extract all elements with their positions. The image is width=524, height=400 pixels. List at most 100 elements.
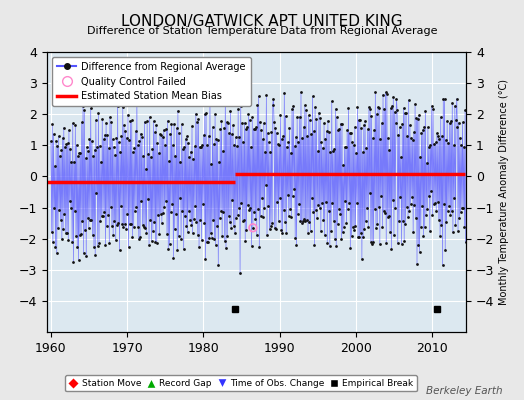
Point xyxy=(106,114,114,120)
Point xyxy=(451,103,459,109)
Text: Berkeley Earth: Berkeley Earth xyxy=(427,386,503,396)
Point xyxy=(118,104,127,110)
Point xyxy=(113,222,121,229)
Point xyxy=(118,221,126,227)
Point xyxy=(134,142,143,148)
Point xyxy=(378,120,386,126)
Point xyxy=(255,244,264,250)
Point xyxy=(70,158,78,165)
Point xyxy=(316,115,324,121)
Point xyxy=(213,223,221,230)
Point xyxy=(71,208,79,214)
Point xyxy=(368,135,377,142)
Point xyxy=(390,232,398,238)
Text: Difference of Station Temperature Data from Regional Average: Difference of Station Temperature Data f… xyxy=(87,26,437,36)
Point xyxy=(230,222,238,229)
Point xyxy=(60,124,68,131)
Point xyxy=(368,241,376,248)
Point xyxy=(296,218,304,224)
Point xyxy=(116,149,124,155)
Point xyxy=(192,219,201,226)
Point xyxy=(84,148,92,154)
Point xyxy=(359,234,367,241)
Point xyxy=(104,145,113,152)
Point xyxy=(366,106,375,112)
Point xyxy=(138,134,146,140)
Point xyxy=(385,147,394,153)
Point xyxy=(379,208,388,214)
Point xyxy=(261,182,270,188)
Point xyxy=(143,118,151,124)
Point xyxy=(152,240,161,246)
Point xyxy=(64,237,72,243)
Point xyxy=(414,242,422,248)
Point xyxy=(250,125,259,132)
Point xyxy=(66,198,74,204)
Point xyxy=(402,204,411,210)
Point xyxy=(181,213,189,219)
Point xyxy=(233,212,242,218)
Point xyxy=(115,139,123,146)
Point xyxy=(397,241,406,247)
Point xyxy=(242,227,250,233)
Point xyxy=(411,215,420,221)
Point xyxy=(110,144,118,150)
Point xyxy=(417,130,425,136)
Point xyxy=(282,143,291,150)
Point xyxy=(246,116,254,123)
Point xyxy=(101,242,110,248)
Point xyxy=(172,211,180,218)
Point xyxy=(88,138,96,144)
Point xyxy=(338,121,346,127)
Point xyxy=(244,111,253,117)
Point xyxy=(112,135,121,142)
Point xyxy=(72,142,81,148)
Point xyxy=(215,158,223,165)
Point xyxy=(209,124,217,130)
Point xyxy=(206,230,215,236)
Point xyxy=(75,150,83,156)
Point xyxy=(387,246,396,252)
Point xyxy=(146,114,154,120)
Point xyxy=(119,224,128,230)
Point xyxy=(320,120,328,126)
Point xyxy=(342,143,350,150)
Point xyxy=(436,114,445,120)
Point xyxy=(444,207,452,214)
Point xyxy=(135,236,143,242)
Point xyxy=(173,108,182,114)
Point xyxy=(407,201,415,207)
Point xyxy=(352,150,361,156)
Point xyxy=(155,150,163,156)
Point xyxy=(335,126,344,132)
Point xyxy=(190,216,198,222)
Point xyxy=(418,203,427,210)
Point xyxy=(114,220,123,226)
Point xyxy=(310,128,318,134)
Point xyxy=(83,144,91,150)
Point xyxy=(54,133,63,139)
Point xyxy=(130,144,138,151)
Point xyxy=(409,229,417,235)
Point xyxy=(174,233,183,239)
Point xyxy=(422,160,431,166)
Point xyxy=(268,220,276,226)
Point xyxy=(159,210,167,216)
Point xyxy=(187,148,195,155)
Point xyxy=(347,233,356,239)
Point xyxy=(164,246,172,252)
Point xyxy=(406,122,414,128)
Point xyxy=(382,240,390,246)
Point xyxy=(49,239,57,246)
Point xyxy=(451,222,460,228)
Point xyxy=(246,205,255,211)
Point xyxy=(97,159,105,165)
Point xyxy=(132,204,140,210)
Point xyxy=(62,140,71,147)
Point xyxy=(353,200,361,206)
Point xyxy=(146,217,155,224)
Point xyxy=(274,141,282,147)
Point xyxy=(324,208,333,214)
Point xyxy=(419,126,427,133)
Point xyxy=(399,105,408,111)
